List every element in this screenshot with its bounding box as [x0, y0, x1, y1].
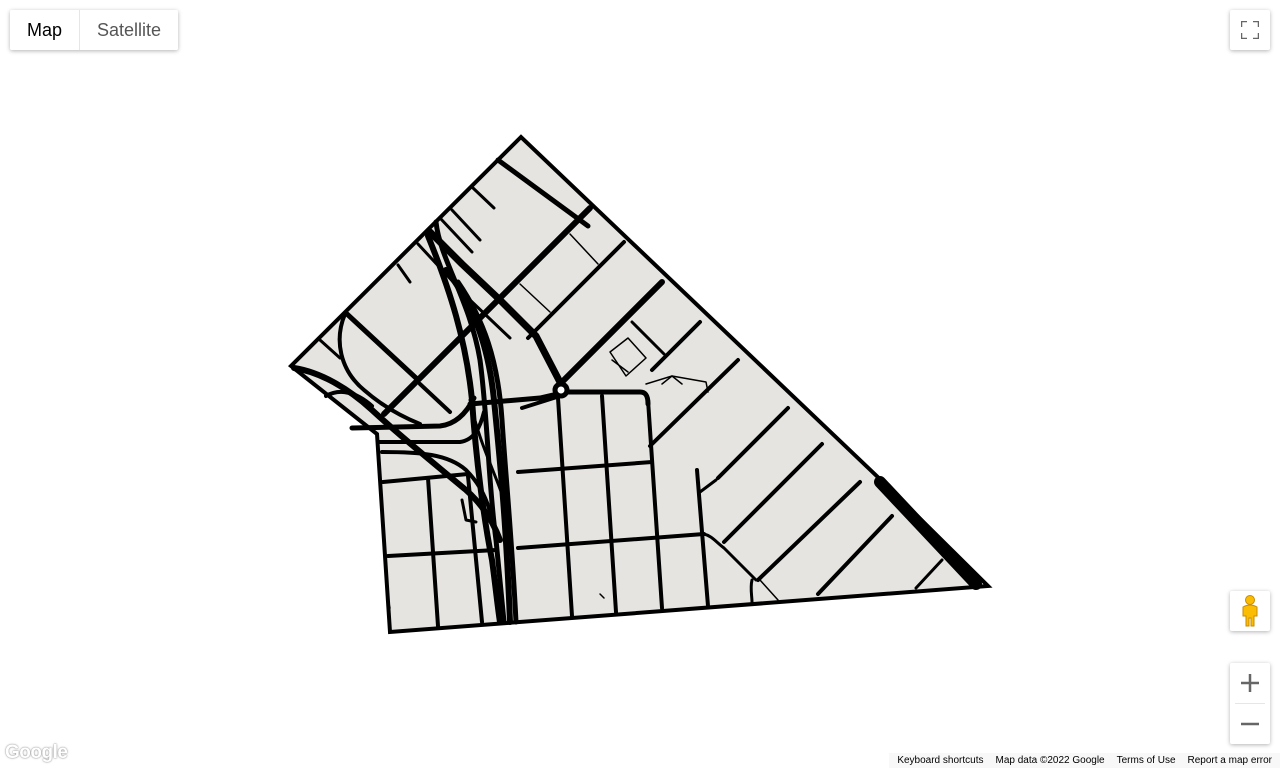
street-view-pegman-button[interactable]: [1230, 591, 1270, 631]
roundabout: [552, 381, 570, 399]
street-view-pegman-icon: [1242, 595, 1258, 627]
region-polygon: [287, 134, 993, 635]
terms-of-use-link[interactable]: Terms of Use: [1116, 755, 1176, 766]
zoom-out-button[interactable]: [1230, 704, 1270, 744]
zoom-control: [1230, 663, 1270, 744]
zoom-in-button[interactable]: [1230, 663, 1270, 703]
attribution-bar: Keyboard shortcuts Map data ©2022 Google…: [889, 753, 1280, 768]
map-type-control: Map Satellite: [10, 10, 179, 50]
report-map-error-link[interactable]: Report a map error: [1187, 755, 1272, 766]
fullscreen-icon: [1241, 21, 1259, 39]
google-logo[interactable]: Google: [5, 742, 68, 763]
fullscreen-button[interactable]: [1230, 10, 1270, 50]
road-network: [291, 157, 982, 628]
zoom-divider: [1235, 703, 1265, 704]
minus-icon: [1241, 722, 1259, 726]
map-type-map-button[interactable]: Map: [10, 10, 80, 50]
map-type-satellite-button[interactable]: Satellite: [79, 10, 179, 50]
plus-icon: [1241, 674, 1259, 692]
keyboard-shortcuts-link[interactable]: Keyboard shortcuts: [897, 755, 984, 766]
map-data-credit: Map data ©2022 Google: [995, 755, 1105, 766]
